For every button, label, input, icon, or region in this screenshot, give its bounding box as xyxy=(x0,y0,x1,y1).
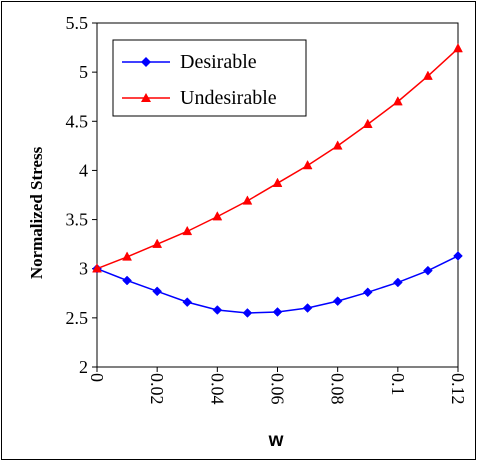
data-point xyxy=(122,275,132,286)
legend-marker-desirable xyxy=(141,57,151,67)
legend-label-undesirable: Undesirable xyxy=(180,87,277,109)
y-tick-label: 3.5 xyxy=(66,210,89,230)
data-point xyxy=(272,177,283,187)
data-point xyxy=(302,303,313,313)
y-tick-label: 2 xyxy=(79,357,88,377)
data-point xyxy=(122,251,132,261)
y-tick-label: 4 xyxy=(79,160,88,180)
data-point xyxy=(182,297,193,307)
y-tick-label: 5.5 xyxy=(66,13,89,33)
series-layer xyxy=(92,43,463,318)
data-point xyxy=(272,307,283,317)
series-undesirable xyxy=(92,43,463,273)
data-point xyxy=(332,140,343,150)
series-desirable xyxy=(92,251,463,318)
data-point xyxy=(453,251,463,261)
data-point xyxy=(302,159,313,170)
legend-box xyxy=(112,39,307,117)
y-tick-label: 2.5 xyxy=(66,308,89,328)
data-point xyxy=(423,265,433,276)
data-point xyxy=(152,238,163,248)
legend: Desirable Undesirable xyxy=(112,39,307,117)
data-point xyxy=(423,70,433,80)
data-point xyxy=(242,308,253,318)
data-point xyxy=(392,96,403,106)
x-tick-label: 0.06 xyxy=(268,373,288,405)
y-axis: 2 2.5 3 3.5 4 4.5 5 5.5 xyxy=(66,13,97,377)
y-tick-label: 3 xyxy=(79,259,88,279)
data-point xyxy=(212,211,223,221)
x-tick-label: 0.08 xyxy=(328,373,348,405)
legend-marker-undesirable xyxy=(141,93,151,102)
data-point xyxy=(182,225,193,236)
data-point xyxy=(212,305,223,315)
x-tick-label: 0 xyxy=(87,373,107,382)
x-tick-label: 0.1 xyxy=(388,373,408,396)
x-axis: 0 0.02 0.04 0.06 0.08 0.1 0.12 xyxy=(87,367,468,405)
data-point xyxy=(362,287,373,298)
x-tick-label: 0.04 xyxy=(207,373,227,405)
x-tick-label: 0.02 xyxy=(147,373,167,405)
data-point xyxy=(453,43,463,53)
y-tick-label: 5 xyxy=(79,62,88,82)
y-axis-label: Normalized Stress xyxy=(27,146,46,279)
data-point xyxy=(362,118,373,128)
data-point xyxy=(92,263,102,273)
data-point xyxy=(332,296,343,307)
legend-label-desirable: Desirable xyxy=(180,51,257,73)
data-point xyxy=(152,286,163,297)
y-tick-label: 4.5 xyxy=(66,111,89,131)
data-point xyxy=(392,277,403,288)
data-point xyxy=(242,195,253,205)
x-axis-label: w xyxy=(268,430,284,451)
x-tick-label: 0.12 xyxy=(448,373,468,405)
